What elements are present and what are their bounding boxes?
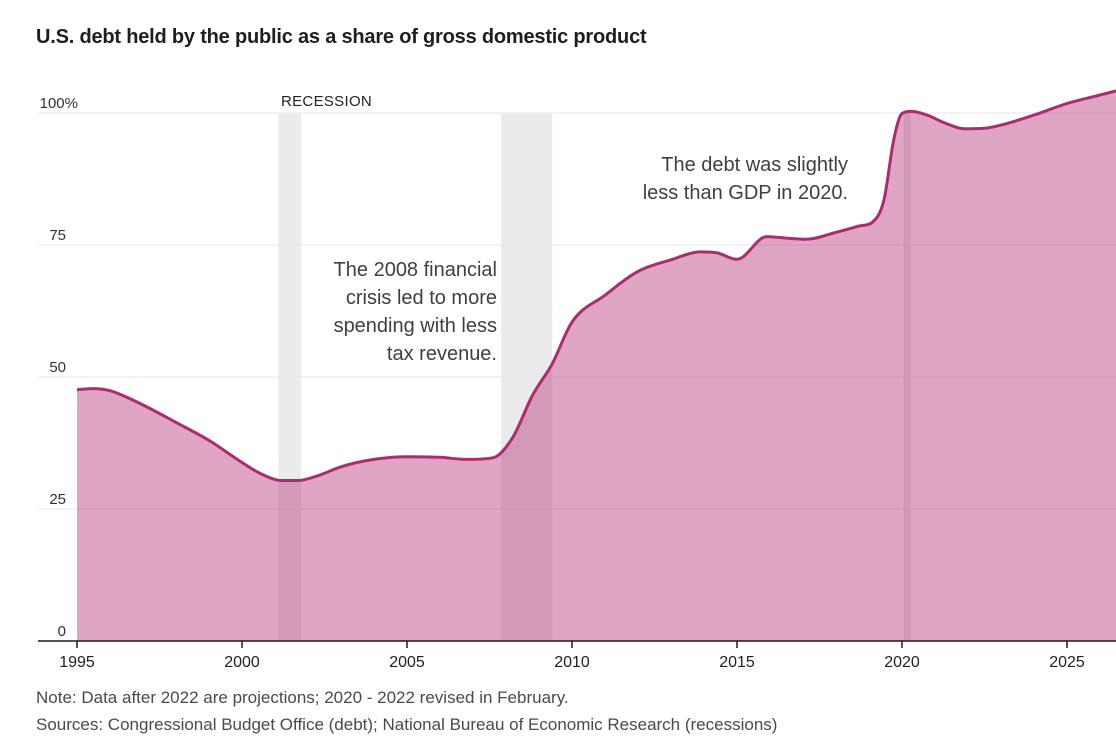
annotation-2008-crisis: The 2008 financial crisis led to more sp… [333,259,497,365]
x-tick-label: 2005 [389,654,425,671]
y-tick-label: 0 [58,623,66,640]
y-tick-label: 25 [49,491,66,508]
x-tick-label: 2020 [884,654,920,671]
debt-line [76,89,1116,482]
x-tick-label: 1995 [59,654,95,671]
note-text: Note: Data after 2022 are projections; 2… [36,688,569,707]
y-tick-label: 75 [49,227,66,244]
area-fill [77,90,1116,641]
chart-title: U.S. debt held by the public as a share … [36,26,647,48]
annotation-2020-gdp: The debt was slightly less than GDP in 2… [642,154,848,204]
x-tick-label: 2000 [224,654,260,671]
recession-label: RECESSION [281,93,373,110]
x-tick-label: 2010 [554,654,590,671]
debt-share-area-chart: 1995 2000 2005 2010 2015 2020 2025 0 25 50 75 100% [38,89,1116,671]
y-tick-label: 100% [40,95,78,112]
sources-text: Sources: Congressional Budget Office (de… [36,715,778,734]
x-tick-label: 2025 [1049,654,1085,671]
y-tick-label: 50 [49,359,66,376]
x-tick-label: 2015 [719,654,755,671]
